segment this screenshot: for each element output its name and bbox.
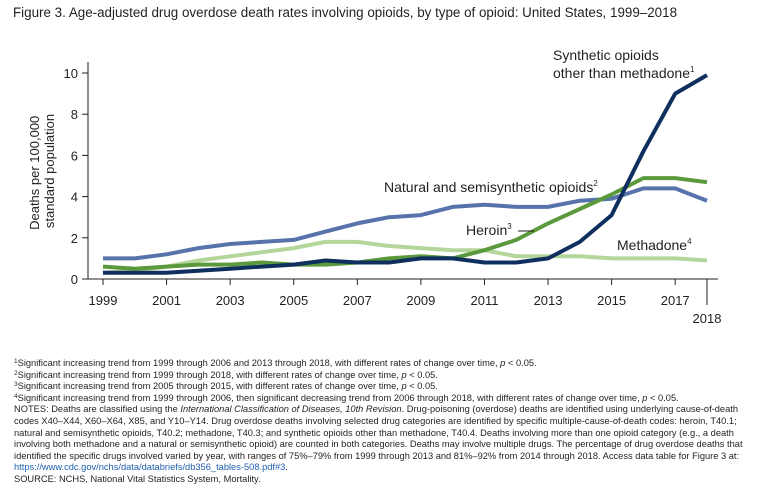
data-table-link[interactable]: https://www.cdc.gov/nchs/data/databriefs… [14,462,286,473]
footnote-3-sup: 3 [14,381,18,389]
series-line-synthetic [103,73,709,275]
series-label-heroin-sup: 3 [507,222,512,231]
footnote-2-sup: 2 [14,369,18,377]
y-tick-label-3: 6 [71,148,78,163]
series-line-heroin [102,176,708,271]
footnote-4-tail: < 0.05. [647,392,679,403]
series-label-methadone-text: Methadone [617,237,687,253]
footnote-2-text: Significant increasing trend from 1999 t… [17,369,402,380]
footnote-2-tail: < 0.05. [406,369,438,380]
series-label-natural-text: Natural and semisynthetic opioids [384,179,593,195]
x-tick-label-4: 2007 [343,293,372,308]
series-label-natural-sup: 2 [593,179,598,188]
x-tick-label-7: 2013 [534,293,563,308]
y-ticks: 0 2 4 6 8 10 [64,66,88,287]
y-axis-label-line1: Deaths per 100,000 [27,116,42,230]
y-tick-label-4: 8 [71,107,78,122]
series-label-methadone-sup: 4 [687,237,692,246]
x-ticks: 1999 2001 2003 2005 2007 2009 2011 2013 2015 2017… [89,279,722,326]
footnote-1-p: p [500,358,506,368]
y-tick-label-5: 10 [64,66,78,81]
series-label-synthetic: Synthetic opioids [553,47,659,63]
series-label-heroin: Heroin3 [466,222,512,238]
figure-title: Figure 3. Age-adjusted drug overdose dea… [13,5,678,20]
x-tick-label-last: 2018 [693,311,722,326]
x-tick-label-8: 2015 [597,293,626,308]
footnote-2-p: p [401,369,407,380]
series-label-heroin-text: Heroin [466,222,507,238]
y-tick-label-0: 0 [71,272,78,287]
x-tick-label-1: 2001 [152,293,181,308]
x-tick-label-9: 2017 [661,293,690,308]
series-label-synthetic-line2: other than methadone [553,65,690,81]
y-axis-label: Deaths per 100,000 standard population [27,112,57,230]
footnote-1-sup: 1 [14,358,18,365]
footnote-4-p: p [642,392,648,403]
y-axis-label-line2: standard population [42,114,57,228]
x-tick-label-0: 1999 [89,293,118,308]
x-tick-label-3: 2005 [279,293,308,308]
footnote-2: 2Significant increasing trend from 1999 … [14,370,762,382]
notes-icd: International Classification of Diseases… [180,404,402,415]
x-tick-label-6: 2011 [470,293,498,308]
series-line-methadone [102,239,708,275]
series-label-methadone: Methadone4 [617,237,692,253]
source-line: SOURCE: NCHS, National Vital Statistics … [14,473,261,484]
footnotes: 1Significant increasing trend from 1999 … [14,358,762,486]
footnote-4-sup: 4 [14,392,18,400]
footnote-3-p: p [401,381,407,392]
series-group [102,73,709,275]
footnote-4: 4Significant increasing trend from 1999 … [14,393,762,405]
series-label-natural: Natural and semisynthetic opioids2 [384,179,598,195]
footnote-1-tail: < 0.05. [505,358,537,368]
notes-text-a: NOTES: Deaths are classified using the [14,404,181,415]
footnote-3-text: Significant increasing trend from 2005 t… [17,381,402,392]
footnote-4-text: Significant increasing trend from 1999 t… [17,392,643,403]
notes-text-b: . Drug-poisoning (overdose) deaths are i… [14,404,743,461]
x-tick-label-5: 2009 [406,293,435,308]
chart: 0 2 4 6 8 10 1999 2001 2003 2005 2007 2009 2011 2013… [27,47,722,326]
series-label-synthetic-line1: Synthetic opioids [553,47,659,63]
footnote-3: 3Significant increasing trend from 2005 … [14,381,762,393]
footnote-1-text: Significant increasing trend from 1999 t… [17,358,501,368]
series-label-synthetic-sup: 1 [690,65,695,74]
notes-paragraph: NOTES: Deaths are classified using the I… [14,404,762,474]
footnote-1: 1Significant increasing trend from 1999 … [14,358,762,370]
x-tick-label-2: 2003 [216,293,245,308]
y-tick-label-1: 2 [71,231,78,246]
footnote-3-tail: < 0.05. [406,381,438,392]
chart-axes [87,62,718,280]
series-label-synthetic-2: other than methadone1 [553,65,695,81]
notes-end: . [285,462,288,473]
y-tick-label-2: 4 [71,190,78,205]
